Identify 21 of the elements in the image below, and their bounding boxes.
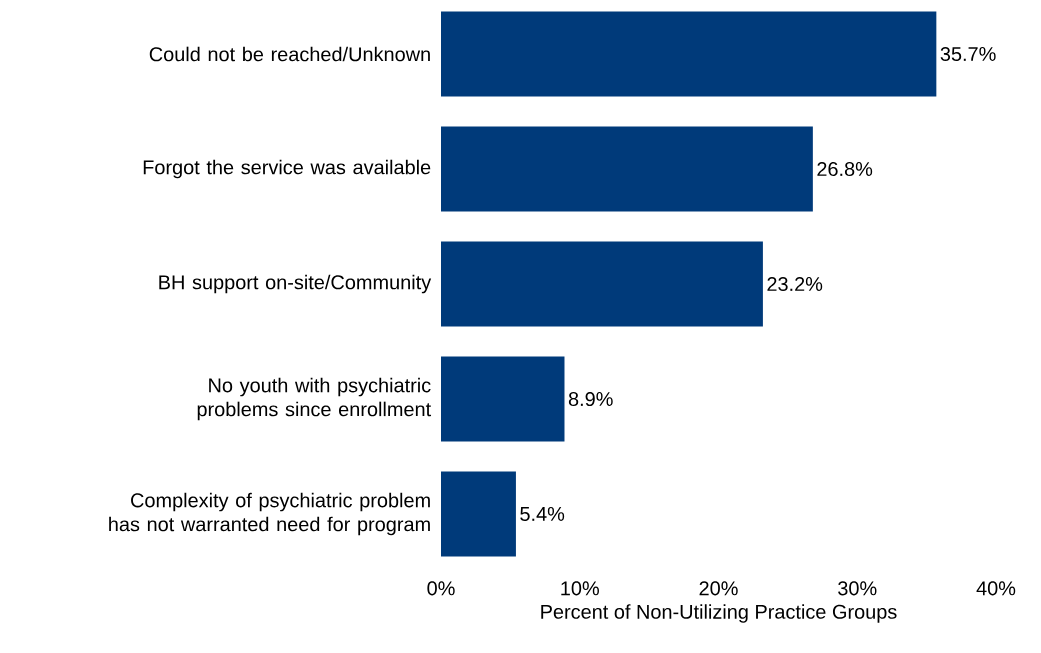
y-tick-label: Could not be reached/Unknown <box>149 46 430 62</box>
data-label: 26.8% <box>817 161 873 177</box>
bar <box>441 241 763 327</box>
y-tick-label: No youth with psychiatric problems since enrollment <box>197 377 432 421</box>
y-tick-label: Forgot the service was available <box>143 159 431 179</box>
x-tick-label: 0% <box>427 581 455 596</box>
x-axis-title: Percent of Non-Utilizing Practice Groups <box>541 604 897 623</box>
bar <box>441 11 937 97</box>
bar <box>441 471 516 557</box>
x-tick-label: 20% <box>699 581 738 596</box>
x-tick-label: 30% <box>838 581 877 596</box>
y-tick-label: BH support on-site/Community <box>159 274 432 294</box>
bar <box>441 126 813 212</box>
x-tick-label: 10% <box>561 581 599 596</box>
x-tick-label: 40% <box>976 581 1016 596</box>
y-tick-label: Complexity of psychiatric problem has not warranted need for program <box>109 492 430 536</box>
bar <box>441 356 565 442</box>
data-label: 8.9% <box>568 391 613 407</box>
data-label: 23.2% <box>767 276 823 292</box>
data-label: 5.4% <box>520 506 565 522</box>
data-label: 35.7% <box>940 46 996 62</box>
